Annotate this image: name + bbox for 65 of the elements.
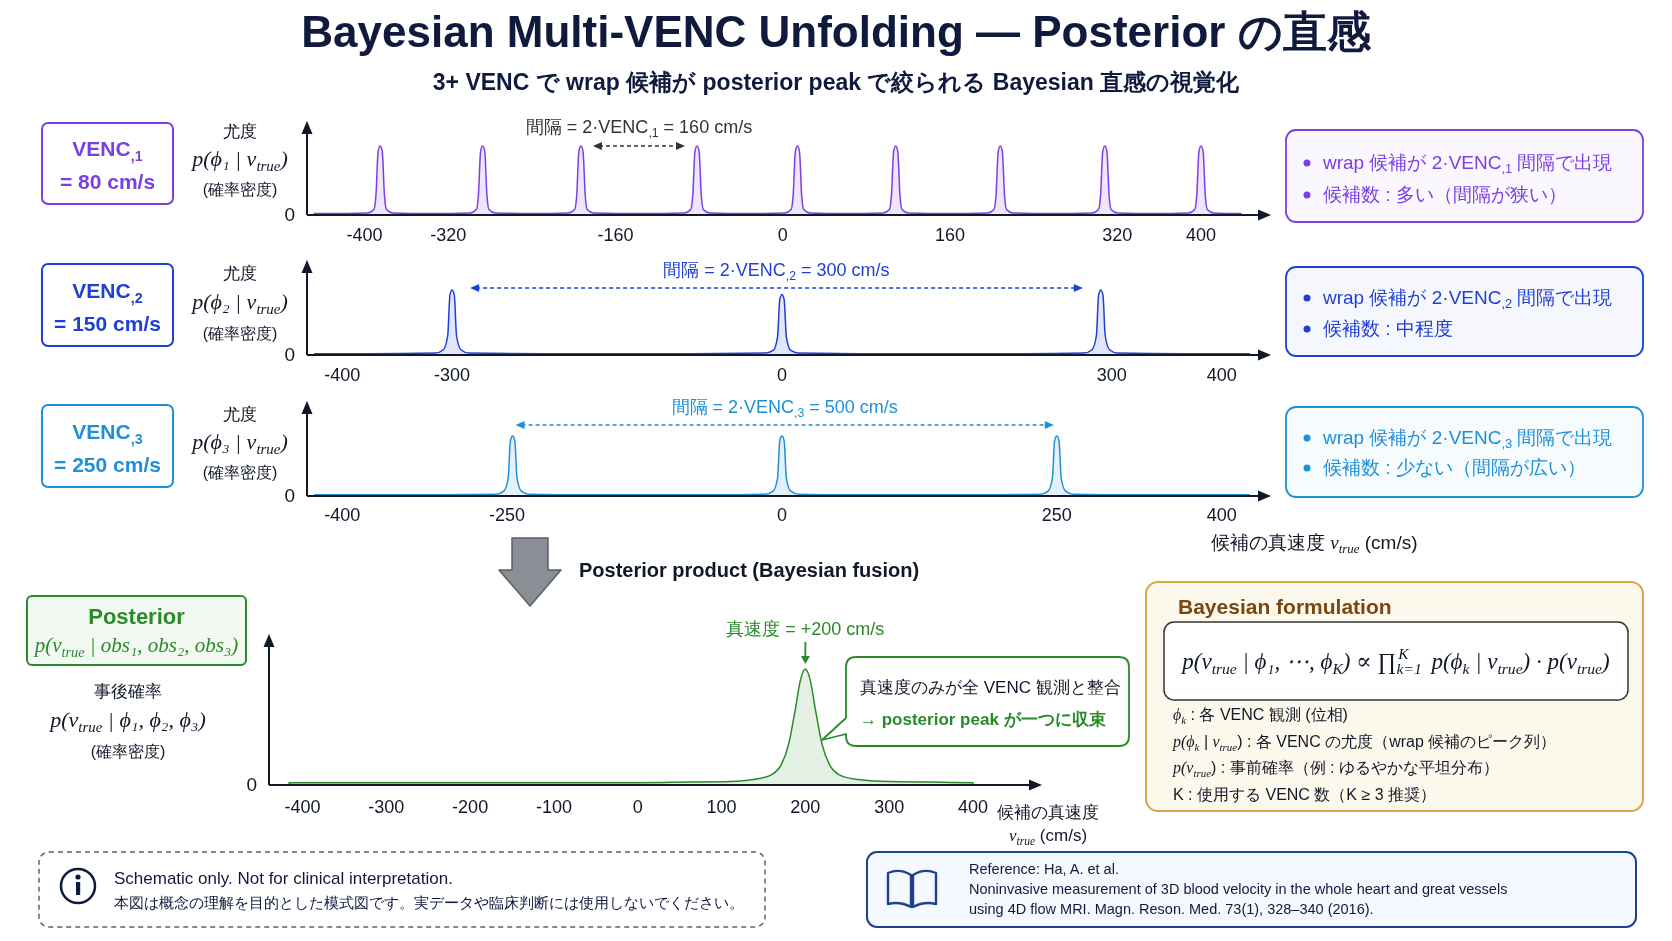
text: VENC$_{,1}$ = 80 cm/s <box>59 137 156 193</box>
x-tick-label: -250 <box>489 505 526 525</box>
x-tick-label: 0 <box>632 797 643 817</box>
text: Bayesian formulation <box>1178 595 1392 618</box>
x-tick-label: 400 <box>1206 505 1237 525</box>
y-axis-title: 尤度 p(ϕ₂ | v$_{true}$) (確率密度) <box>190 264 288 342</box>
text: p(v$_{true}$ | ϕ₁, ⋯, ϕ$_{K}$) ∝ ∏$_{k=1}$$^{K}$ p(ϕ$_{k}$ | v$_{true}$) · p(v$_{true}$) <box>1182 645 1610 678</box>
x-tick-label: 160 <box>935 225 966 245</box>
x-tick-label: -300 <box>368 797 405 817</box>
x-tick-label: 320 <box>1102 225 1133 245</box>
text: K : 使用する VENC 数（K ≥ 3 推奨） <box>1173 785 1437 803</box>
chart-title: Bayesian Multi-VENC Unfolding — Posterior の直感 <box>301 7 1372 56</box>
x-tick-label: 0 <box>776 505 787 525</box>
x-tick-label: -400 <box>324 505 361 525</box>
text: Schematic only. Not for clinical interpretation. <box>114 869 453 888</box>
x-axis-title: 候補の真速度 v$_{true}$ (cm/s) <box>997 803 1099 848</box>
x-tick-label: 400 <box>1186 225 1217 245</box>
chart-subtitle: 3+ VENC で wrap 候補が posterior peak で絞られる Bayesian 直感の視覚化 <box>432 69 1241 95</box>
x-tick-label: -400 <box>324 365 361 385</box>
text: Reference: Ha, A. et al. <box>969 861 1119 877</box>
text: 間隔 = 2·VENC$_{,3}$ = 500 cm/s <box>671 397 898 420</box>
text: 間隔 = 2·VENC$_{,2}$ = 300 cm/s <box>663 260 890 283</box>
chart-subtitle: Posterior product (Bayesian fusion) <box>579 559 920 581</box>
x-tick-label: -400 <box>284 797 321 817</box>
x-tick-label: 0 <box>777 225 788 245</box>
y-axis-title: 尤度 p(ϕ₁ | v$_{true}$) (確率密度) <box>190 122 288 198</box>
text: p(v$_{true}$) : 事前確率（例 : ゆるやかな平坦分布） <box>1172 759 1499 779</box>
annotation: 真速度のみが全 VENC 観測と整合 → posterior peak が一つに収束 <box>860 678 1121 729</box>
y-axis-title: 尤度 p(ϕ₃ | v$_{true}$) (確率密度) <box>190 405 288 481</box>
annotation: 真速度 = +200 cm/s <box>726 619 885 639</box>
x-tick-label: 300 <box>1096 365 1127 385</box>
text: p(ϕ$_{k}$ | v$_{true}$) : 各 VENC の尤度（wrap 候補のピーク列） <box>1172 732 1557 753</box>
x-axis-title: 候補の真速度 v$_{true}$ (cm/s) <box>1211 532 1418 557</box>
text: VENC$_{,3}$ = 250 cm/s <box>54 420 161 476</box>
x-tick-label: -160 <box>597 225 634 245</box>
text: VENC$_{,2}$ = 150 cm/s <box>54 279 161 335</box>
text: Noninvasive measurement of 3D blood velocity in the whole heart and great vessels <box>969 881 1508 897</box>
text: wrap 候補が 2·VENC$_{,1}$ 間隔で出現 <box>1322 152 1613 177</box>
x-tick-label: 300 <box>874 797 905 817</box>
x-tick-label: 250 <box>1041 505 1072 525</box>
text: 候補数 : 多い（間隔が狭い） <box>1323 184 1567 205</box>
text: 間隔 = 2·VENC$_{,1}$ = 160 cm/s <box>525 117 753 140</box>
chart-title: Posterior p(v$_{true}$ | obs₁, obs₂, obs₃) <box>34 604 239 660</box>
x-tick-label: -320 <box>430 225 467 245</box>
x-tick-label: -200 <box>452 797 489 817</box>
x-tick-label: 200 <box>790 797 821 817</box>
text: using 4D flow MRI. Magn. Reson. Med. 73(1), 328–340 (2016). <box>969 901 1374 917</box>
x-tick-label: -400 <box>346 225 383 245</box>
x-tick-label: 400 <box>957 797 988 817</box>
x-tick-label: -100 <box>535 797 572 817</box>
text: wrap 候補が 2·VENC$_{,2}$ 間隔で出現 <box>1322 287 1613 312</box>
x-tick-label: 0 <box>776 365 787 385</box>
text: 0 <box>246 774 257 795</box>
text: 候補数 : 中程度 <box>1323 318 1453 339</box>
x-tick-label: 100 <box>706 797 737 817</box>
text: 0 <box>284 485 295 506</box>
text: ϕ$_{k}$ : 各 VENC 観測 (位相) <box>1173 706 1348 726</box>
text: 0 <box>284 204 295 225</box>
x-tick-label: -300 <box>434 365 471 385</box>
y-axis-title: 事後確率 p(v$_{true}$ | ϕ₁, ϕ₂, ϕ₃) (確率密度) <box>48 682 206 760</box>
text: 本図は概念の理解を目的とした模式図です。実データや臨床判断には使用しないでください。 <box>114 894 744 911</box>
text: 0 <box>284 344 295 365</box>
text: 候補数 : 少ない（間隔が広い） <box>1323 457 1586 478</box>
x-tick-label: 400 <box>1206 365 1237 385</box>
text: wrap 候補が 2·VENC$_{,3}$ 間隔で出現 <box>1322 427 1613 452</box>
